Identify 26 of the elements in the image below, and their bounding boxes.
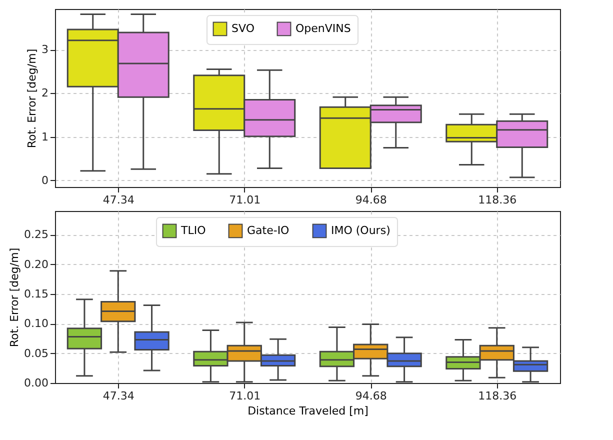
legend-label: OpenVINS [296, 22, 351, 35]
y-tick-label: 0.10 [24, 317, 48, 330]
y-tick-label: 1 [42, 130, 48, 144]
legend-label: Gate-IO [247, 224, 290, 237]
x-tick-label: 118.36 [478, 390, 517, 402]
x-tick-label: 71.01 [229, 194, 261, 206]
y-tick-label: 0.15 [24, 288, 48, 301]
x-tick-label: 94.68 [355, 390, 387, 402]
legend-label: SVO [232, 22, 255, 35]
y-tick-label: 0.25 [24, 228, 48, 242]
y-axis-title: Rot. Error [deg/m] [8, 248, 22, 348]
x-tick-label: 47.34 [102, 194, 134, 206]
x-tick-label: 47.34 [102, 390, 134, 402]
x-axis-title: Distance Traveled [m] [248, 404, 368, 418]
legend-label: IMO (Ours) [331, 224, 390, 237]
x-tick-label: 94.68 [355, 194, 387, 206]
y-tick-label: 0.05 [24, 346, 48, 360]
y-tick-label: 0.20 [24, 258, 48, 271]
y-tick-label: 0.00 [24, 376, 48, 390]
x-tick-label: 71.01 [229, 390, 261, 402]
y-tick-label: 2 [42, 86, 48, 100]
y-axis-title: Rot. Error [deg/m] [26, 48, 38, 148]
x-tick-label: 118.36 [478, 194, 517, 206]
y-tick-label: 0 [42, 174, 48, 187]
y-tick-label: 3 [42, 43, 48, 56]
legend-label: TLIO [180, 224, 206, 237]
